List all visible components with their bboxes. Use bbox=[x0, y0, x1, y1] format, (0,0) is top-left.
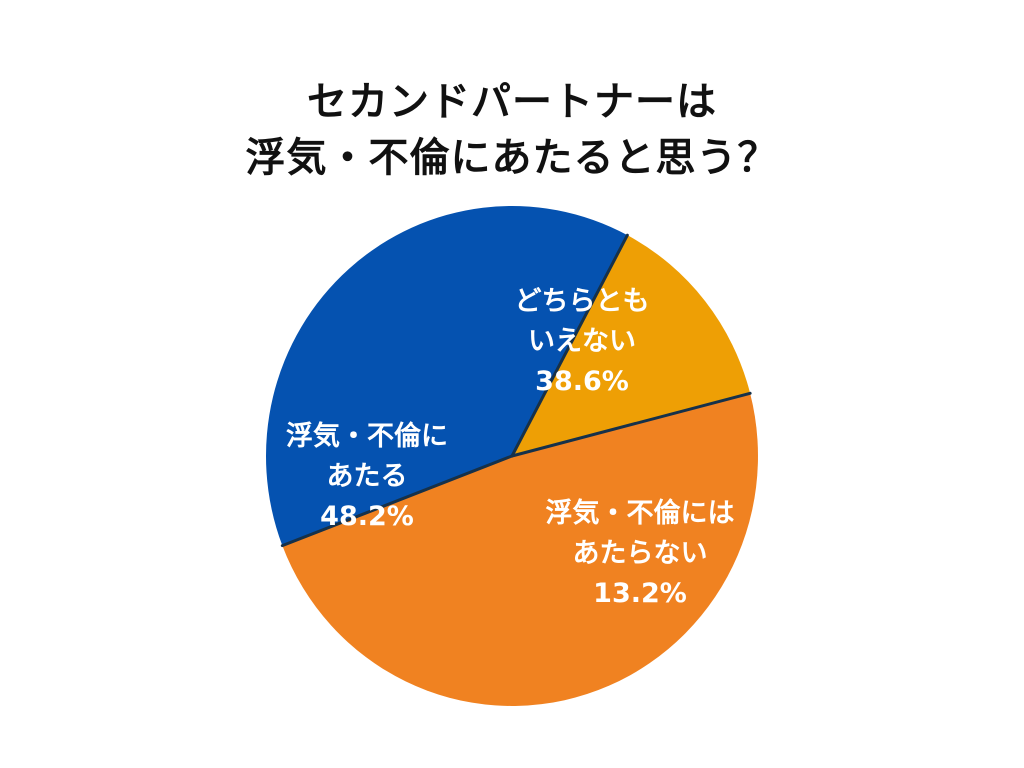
chart-title-line-1: セカンドパートナーは bbox=[307, 79, 717, 125]
pie-slice-3 bbox=[282, 393, 758, 706]
chart-title: セカンドパートナーは 浮気・不倫にあたると思う？ bbox=[0, 74, 1024, 186]
pie-slice-1-label-line-2: いえない bbox=[528, 326, 636, 357]
pie-slice-2-value-label: 13.2% bbox=[593, 578, 687, 609]
pie-slices bbox=[266, 205, 758, 706]
pie-slice-3-value-label: 48.2% bbox=[320, 501, 414, 532]
pie-slice-3-label-line-2: あたる bbox=[327, 461, 408, 492]
pie-slice-1-label-line-1: どちらとも bbox=[515, 286, 650, 317]
chart-title-line-2: 浮気・不倫にあたると思う？ bbox=[245, 135, 779, 181]
pie-slice-2-label-line-1: 浮気・不倫には bbox=[546, 497, 735, 529]
pie-slice-1-value-label: 38.6% bbox=[535, 366, 629, 397]
pie-separator-1 bbox=[280, 454, 514, 548]
pie-slice-2-label-line-2: あたらない bbox=[573, 538, 708, 569]
pie-slice-1 bbox=[266, 205, 628, 546]
pie-slice-2 bbox=[512, 235, 751, 456]
pie-slice-3-label-line-1: 浮気・不倫に bbox=[286, 420, 448, 452]
pie-separator-2 bbox=[510, 233, 629, 458]
pie-separators bbox=[280, 233, 752, 548]
pie-separator-3 bbox=[510, 391, 752, 458]
